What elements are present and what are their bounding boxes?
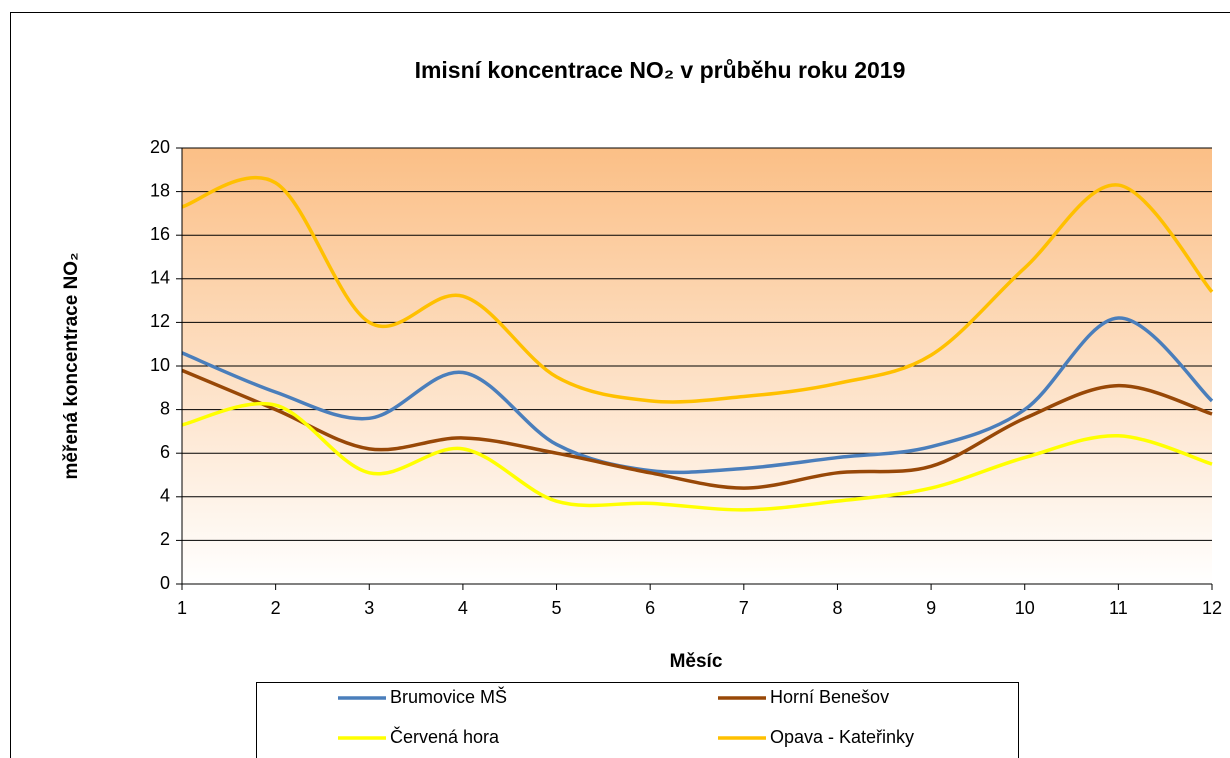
y-tick-label: 16 (150, 224, 170, 244)
y-tick-label: 18 (150, 180, 170, 200)
x-tick-label: 3 (364, 598, 374, 618)
x-tick-label: 7 (739, 598, 749, 618)
y-tick-label: 6 (160, 442, 170, 462)
grid (182, 147, 1212, 585)
legend-items: Brumovice MŠ Horní Benešov Červená hora Opa… (338, 686, 914, 747)
x-tick-label: 4 (458, 598, 468, 618)
legend (256, 682, 1019, 758)
chart-title: Imisní koncentrace NO₂ v průběhu roku 20… (415, 57, 906, 83)
y-axis-title: měřená koncentrace NO₂ (61, 252, 82, 479)
x-tick-label: 1 (177, 598, 187, 618)
legend-label: Brumovice MŠ (390, 686, 507, 707)
series-line (181, 175, 1214, 404)
x-tick-label: 10 (1015, 598, 1035, 618)
legend-label: Horní Benešov (770, 687, 889, 707)
x-axis-title: Měsíc (670, 651, 723, 672)
series-line (181, 316, 1214, 475)
y-tick-label: 4 (160, 486, 170, 506)
x-tick-label: 2 (271, 598, 281, 618)
y-tick-label: 8 (160, 398, 170, 418)
x-tick-label: 12 (1202, 598, 1222, 618)
x-tick-label: 5 (552, 598, 562, 618)
legend-label: Opava - Kateřinky (770, 727, 914, 747)
y-tick-label: 10 (150, 355, 170, 375)
x-tick-label: 6 (645, 598, 655, 618)
y-tick-label: 12 (150, 311, 170, 331)
y-tick-label: 2 (160, 529, 170, 549)
x-tick-label: 8 (832, 598, 842, 618)
x-tick-label: 9 (926, 598, 936, 618)
y-tick-label: 0 (160, 573, 170, 593)
y-tick-label: 14 (150, 268, 170, 288)
series-line (181, 402, 1213, 512)
y-tick-label: 20 (150, 137, 170, 157)
series-line (181, 368, 1213, 490)
legend-label: Červená hora (390, 726, 500, 747)
lines (181, 175, 1214, 512)
x-tick-label: 11 (1109, 598, 1128, 618)
